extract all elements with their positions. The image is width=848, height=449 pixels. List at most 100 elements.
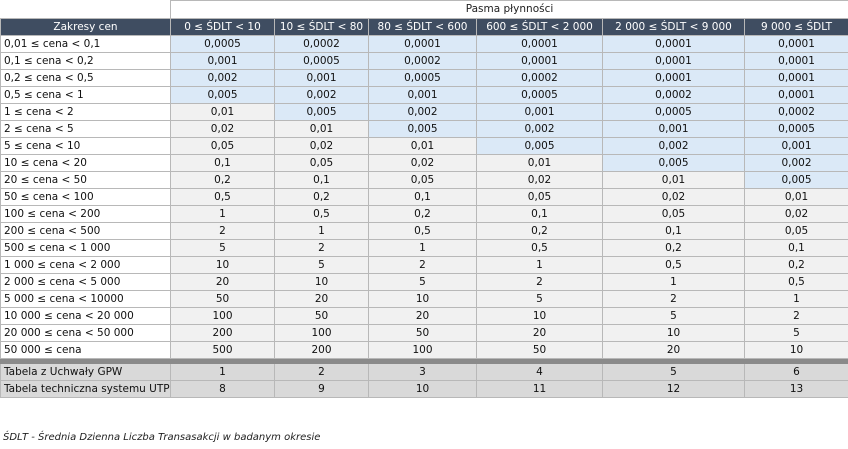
tick-size-cell: 0,0005 <box>476 86 603 104</box>
tick-size-cell: 10 <box>476 307 603 325</box>
tick-size-cell: 100 <box>368 341 477 359</box>
tick-size-cell: 10 <box>274 273 369 291</box>
price-range-label: 0,2 ≤ cena < 0,5 <box>0 69 171 87</box>
tick-size-cell: 0,2 <box>170 171 275 189</box>
table-row: 20 ≤ cena < 50 0,2 0,1 0,05 0,02 0,01 0,005 <box>0 171 848 189</box>
price-range-label: 1 ≤ cena < 2 <box>0 103 171 121</box>
table-row: 1 000 ≤ cena < 2 000 10 5 2 1 0,5 0,2 <box>0 256 848 274</box>
tick-size-cell: 10 <box>602 324 745 342</box>
tick-size-cell: 0,02 <box>368 154 477 172</box>
tick-size-cell: 500 <box>170 341 275 359</box>
tick-size-cell: 1 <box>170 205 275 223</box>
tick-size-cell: 5 <box>602 307 745 325</box>
table-row: 500 ≤ cena < 1 000 5 2 1 0,5 0,2 0,1 <box>0 239 848 257</box>
tick-size-cell: 5 <box>170 239 275 257</box>
tick-size-cell: 0,001 <box>743 137 848 155</box>
tick-size-cell: 0,005 <box>170 86 275 104</box>
tick-size-cell: 0,2 <box>476 222 603 240</box>
tick-size-cell: 0,0001 <box>476 52 603 70</box>
tick-size-cell: 0,002 <box>602 137 745 155</box>
footer-row-label: Tabela techniczna systemu UTP <box>0 380 171 398</box>
tick-size-cell: 0,1 <box>368 188 477 206</box>
tick-size-cell: 0,01 <box>743 188 848 206</box>
tick-size-cell: 0,01 <box>602 171 745 189</box>
tick-size-cell: 0,5 <box>274 205 369 223</box>
tick-size-cell: 200 <box>170 324 275 342</box>
tick-size-cell: 0,2 <box>602 239 745 257</box>
tick-size-cell: 1 <box>743 290 848 308</box>
price-range-label: 0,1 ≤ cena < 0,2 <box>0 52 171 70</box>
footer-table-number-cell: 1 <box>170 363 275 381</box>
tick-size-cell: 0,5 <box>602 256 745 274</box>
tick-size-cell: 0,05 <box>274 154 369 172</box>
price-ranges-header: Zakresy cen <box>0 18 171 36</box>
tick-size-cell: 0,5 <box>476 239 603 257</box>
liquidity-band-header-6: 9 000 ≤ ŚDLT <box>743 18 848 36</box>
tick-size-cell: 1 <box>368 239 477 257</box>
footer-table-number-cell: 13 <box>743 380 848 398</box>
table-row: 20 000 ≤ cena < 50 000 200 100 50 20 10 5 <box>0 324 848 342</box>
price-range-label: 50 ≤ cena < 100 <box>0 188 171 206</box>
tick-size-cell: 10 <box>170 256 275 274</box>
table-row: 200 ≤ cena < 500 2 1 0,5 0,2 0,1 0,05 <box>0 222 848 240</box>
tick-size-cell: 0,005 <box>476 137 603 155</box>
table-row: 0,2 ≤ cena < 0,5 0,002 0,001 0,0005 0,0002 0,… <box>0 69 848 87</box>
tick-size-cell: 0,1 <box>602 222 745 240</box>
tick-size-cell: 50 <box>274 307 369 325</box>
tick-size-cell: 20 <box>170 273 275 291</box>
tick-size-cell: 10 <box>743 341 848 359</box>
tick-size-cell: 0,1 <box>476 205 603 223</box>
tick-size-cell: 0,5 <box>743 273 848 291</box>
tick-size-cell: 200 <box>274 341 369 359</box>
table-row: 1 ≤ cena < 2 0,01 0,005 0,002 0,001 0,0005 0,0… <box>0 103 848 121</box>
tick-size-cell: 2 <box>274 239 369 257</box>
tick-size-cell: 0,0002 <box>368 52 477 70</box>
tick-size-cell: 20 <box>274 290 369 308</box>
tick-size-cell: 20 <box>476 324 603 342</box>
tick-size-cell: 0,0002 <box>602 86 745 104</box>
tick-size-cell: 0,05 <box>170 137 275 155</box>
tick-size-cell: 2 <box>368 256 477 274</box>
price-range-label: 100 ≤ cena < 200 <box>0 205 171 223</box>
tick-size-cell: 0,0001 <box>602 52 745 70</box>
table-row: 50 000 ≤ cena 500 200 100 50 20 10 <box>0 341 848 359</box>
tick-size-cell: 0,0005 <box>602 103 745 121</box>
footer-table-number-cell: 10 <box>368 380 477 398</box>
tick-size-cell: 20 <box>368 307 477 325</box>
tick-size-cell: 0,2 <box>743 256 848 274</box>
tick-size-cell: 5 <box>476 290 603 308</box>
tick-size-cell: 0,5 <box>368 222 477 240</box>
table-row: 50 ≤ cena < 100 0,5 0,2 0,1 0,05 0,02 0,01 <box>0 188 848 206</box>
tick-size-cell: 10 <box>368 290 477 308</box>
tick-size-cell: 0,002 <box>274 86 369 104</box>
tick-size-cell: 0,0001 <box>743 35 848 53</box>
tick-size-cell: 0,0001 <box>476 35 603 53</box>
footer-table-number-cell: 4 <box>476 363 603 381</box>
tick-size-cell: 5 <box>274 256 369 274</box>
tick-size-cell: 2 <box>170 222 275 240</box>
table-row: 5 ≤ cena < 10 0,05 0,02 0,01 0,005 0,002 0,001 <box>0 137 848 155</box>
liquidity-band-header-1: 0 ≤ ŚDLT < 10 <box>170 18 275 36</box>
price-range-label: 20 000 ≤ cena < 50 000 <box>0 324 171 342</box>
liquidity-band-header-5: 2 000 ≤ ŚDLT < 9 000 <box>602 18 745 36</box>
tick-size-cell: 0,002 <box>743 154 848 172</box>
tick-size-cell: 0,1 <box>743 239 848 257</box>
tick-size-cell: 0,1 <box>170 154 275 172</box>
table-row: 2 ≤ cena < 5 0,02 0,01 0,005 0,002 0,001 0,000… <box>0 120 848 138</box>
liquidity-band-header-4: 600 ≤ ŚDLT < 2 000 <box>476 18 603 36</box>
price-range-label: 5 ≤ cena < 10 <box>0 137 171 155</box>
tick-size-cell: 0,0001 <box>602 69 745 87</box>
tick-size-cell: 0,002 <box>368 103 477 121</box>
price-range-label: 5 000 ≤ cena < 10000 <box>0 290 171 308</box>
tick-size-cell: 0,0002 <box>476 69 603 87</box>
tick-size-cell: 0,001 <box>274 69 369 87</box>
footer-row: Tabela techniczna systemu UTP 8 9 10 11 12 13 <box>0 380 848 398</box>
footer-table-number-cell: 9 <box>274 380 369 398</box>
footer-table-number-cell: 12 <box>602 380 745 398</box>
tick-size-cell: 0,001 <box>602 120 745 138</box>
tick-size-cell: 50 <box>170 290 275 308</box>
table-row: 0,1 ≤ cena < 0,2 0,001 0,0005 0,0002 0,0001 0… <box>0 52 848 70</box>
price-range-label: 10 000 ≤ cena < 20 000 <box>0 307 171 325</box>
tick-size-cell: 1 <box>602 273 745 291</box>
tick-size-cell: 0,02 <box>170 120 275 138</box>
